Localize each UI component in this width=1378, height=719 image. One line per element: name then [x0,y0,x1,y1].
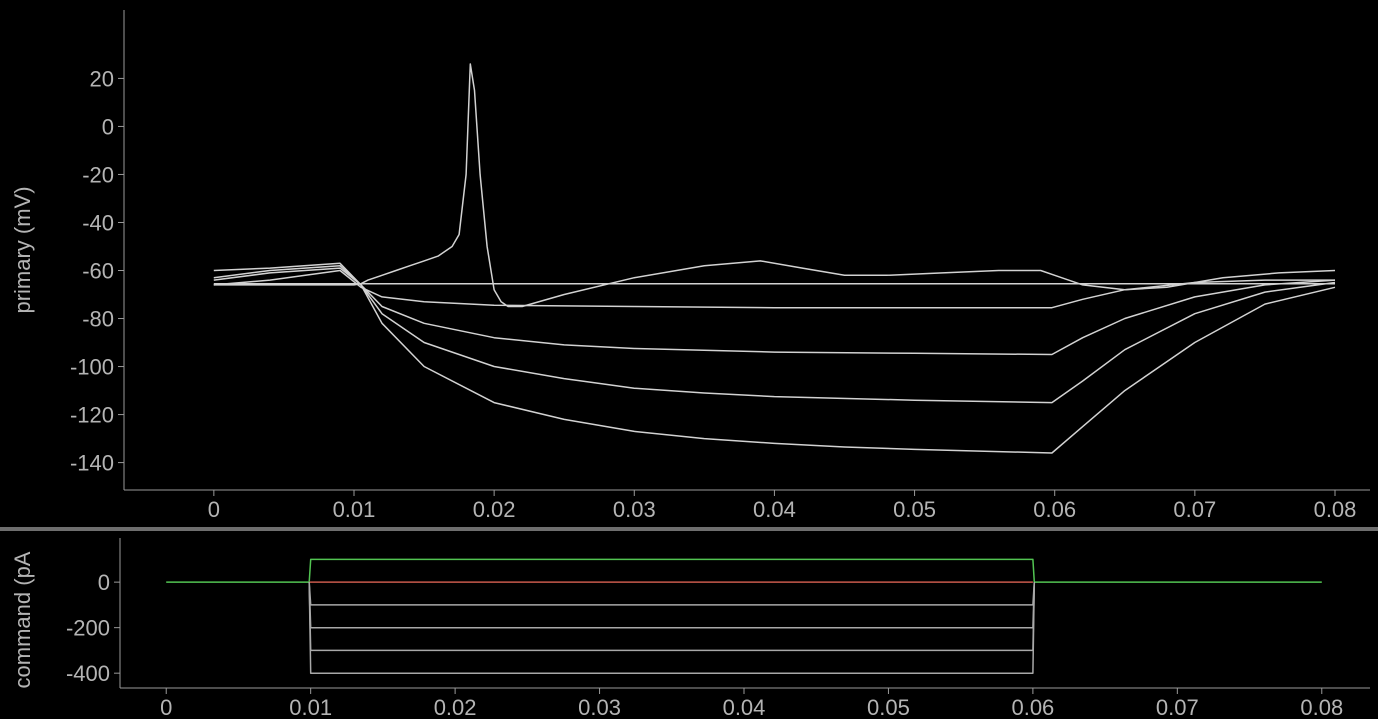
primary-panel: 0 0.01 0.02 0.03 0.04 0.05 0.06 0.07 0.08 20 0 -20 -… [10,10,1370,522]
top-xtick-label: 0.06 [1033,497,1076,522]
bot-ytick-label: 0 [98,570,110,595]
top-ytick-label: -80 [82,307,114,332]
bot-trace-1 [166,558,1322,583]
top-xtick-label: 0.03 [613,497,656,522]
top-xtick-label: 0.02 [473,497,516,522]
top-xtick-label: 0.08 [1314,497,1357,522]
top-ytick-label: 0 [102,114,114,139]
top-ytick-label: -20 [82,162,114,187]
top-trace-1 [213,63,1336,308]
bot-xtick-label: 0 [160,695,172,719]
top-ytick-label: -120 [70,403,114,428]
bot-xtick-label: 0.05 [867,695,910,719]
bot-xtick-label: 0.06 [1011,695,1054,719]
bot-ytick-label: -200 [66,616,110,641]
top-ytick-label: -140 [70,451,114,476]
top-xtick-label: 0 [208,497,220,522]
command-panel: 0 0.01 0.02 0.03 0.04 0.05 0.06 0.07 0.08 0 -200 -4… [10,538,1370,719]
panel-divider[interactable] [0,527,1378,531]
bot-ytick-label: -400 [66,661,110,686]
top-xtick-label: 0.07 [1173,497,1216,522]
bot-trace-6 [308,582,1036,674]
top-ytick-label: -100 [70,355,114,380]
top-trace-3 [213,269,1335,309]
bot-xtick-label: 0.07 [1156,695,1199,719]
top-trace-6 [213,262,1336,454]
top-ytick-label: 20 [90,66,114,91]
command-y-axis-label: command (pA [10,551,35,688]
primary-y-axis-label: primary (mV) [10,186,35,313]
bot-xtick-label: 0.03 [578,695,621,719]
top-ytick-label: -40 [82,210,114,235]
bot-xtick-label: 0.04 [723,695,766,719]
bot-xtick-label: 0.02 [434,695,477,719]
top-xtick-label: 0.05 [893,497,936,522]
bot-xtick-label: 0.01 [289,695,332,719]
bot-xtick-label: 0.08 [1300,695,1343,719]
top-xtick-label: 0.04 [753,497,796,522]
top-xtick-label: 0.01 [333,497,376,522]
top-ytick-label: -60 [82,259,114,284]
